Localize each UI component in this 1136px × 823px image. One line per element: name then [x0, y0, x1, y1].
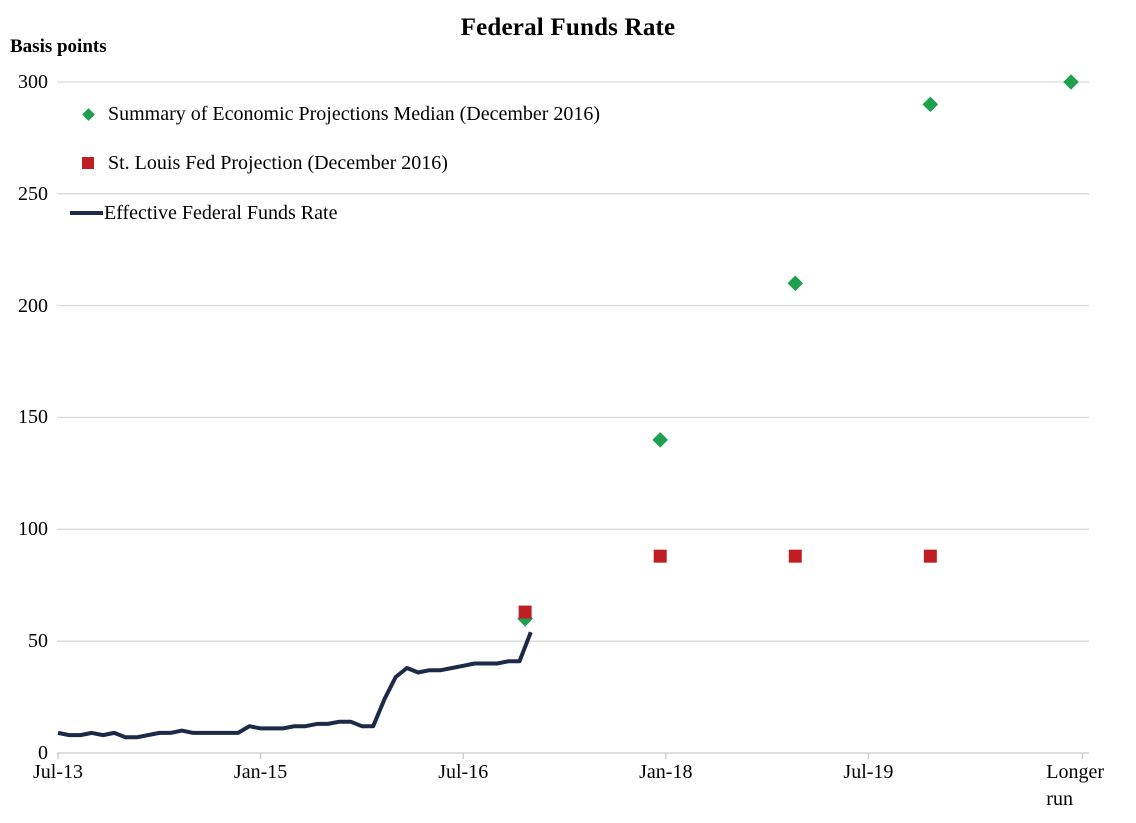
x-tick-label-jan-15: Jan-15: [233, 761, 288, 783]
y-tick-label-0: 0: [38, 742, 48, 764]
legend-label-effr: Effective Federal Funds Rate: [104, 201, 338, 224]
y-tick-label-50: 50: [28, 630, 48, 653]
y-tick-label-150: 150: [18, 406, 48, 429]
y-tick-label-100: 100: [18, 518, 48, 541]
red-square-icon: [82, 157, 94, 169]
stl-fed-point: [518, 605, 532, 619]
sep-median-point: [652, 432, 668, 448]
x-tick-label-jul-16: Jul-16: [438, 761, 489, 783]
sep-median-point: [1063, 74, 1079, 90]
y-tick-label-250: 250: [18, 182, 48, 205]
legend-item-effr: Effective Federal Funds Rate: [68, 201, 337, 225]
x-tick-label-jul-13: Jul-13: [33, 761, 83, 783]
legend-item-sep-median: Summary of Economic Projections Median (…: [68, 102, 600, 126]
stl-fed-point: [653, 549, 667, 563]
legend-item-stl-fed: St. Louis Fed Projection (December 2016): [68, 151, 448, 175]
chart-title: Federal Funds Rate: [460, 14, 676, 41]
green-diamond-icon: [81, 107, 95, 121]
effective-federal-funds-rate-line: [57, 631, 533, 740]
sep-median-point: [787, 275, 804, 292]
y-axis-title: Basis points: [10, 36, 107, 57]
x-tick-label-jul-19: Jul-19: [843, 761, 894, 783]
x-tick-label-longer-run: Longer run: [1046, 761, 1105, 810]
navy-line-icon: [70, 211, 103, 215]
stl-fed-point: [788, 549, 802, 563]
y-tick-label-300: 300: [18, 70, 48, 93]
sep-median-point: [922, 96, 939, 113]
y-tick-label-200: 200: [18, 294, 48, 317]
x-tick-label-jan-18: Jan-18: [639, 761, 693, 783]
stl-fed-point: [923, 549, 937, 563]
legend-label-stl-fed: St. Louis Fed Projection (December 2016): [108, 151, 448, 174]
legend-label-sep-median: Summary of Economic Projections Median (…: [108, 102, 601, 125]
